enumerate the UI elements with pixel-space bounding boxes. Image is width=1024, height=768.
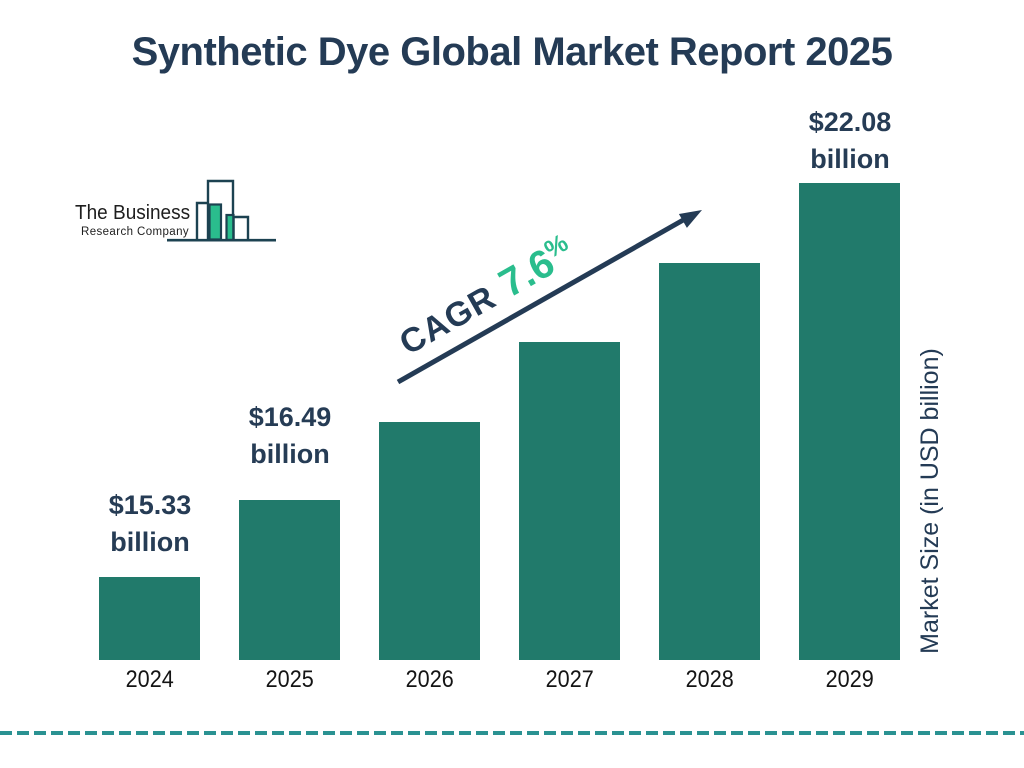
x-tick-2025: 2025: [265, 666, 314, 693]
x-tick-2027: 2027: [545, 666, 594, 693]
value-label-2025: $16.49 billion: [210, 399, 370, 473]
x-tick-2026: 2026: [405, 666, 454, 693]
bar-2026: [379, 422, 480, 660]
x-tick-2029: 2029: [825, 666, 874, 693]
bottom-dashed-divider: [0, 731, 1024, 735]
value-unit: billion: [250, 439, 330, 469]
bar-2029: [799, 183, 900, 660]
bar-skyline-icon: [167, 179, 276, 242]
value-unit: billion: [110, 527, 190, 557]
bar-2028: [659, 263, 760, 660]
y-axis-label: Market Size (in USD billion): [916, 348, 944, 654]
x-tick-2024: 2024: [125, 666, 174, 693]
value-label-2024: $15.33 billion: [70, 487, 230, 561]
bar-2024: [99, 577, 200, 660]
value-amount: $15.33: [108, 490, 192, 520]
bar-2025: [239, 500, 340, 660]
logo-text: The Business Research Company: [75, 202, 195, 238]
x-tick-2028: 2028: [685, 666, 734, 693]
value-amount: $22.08: [808, 107, 892, 137]
logo-company-name: The Business: [75, 202, 191, 224]
value-amount: $16.49: [248, 402, 332, 432]
company-logo: The Business Research Company: [75, 176, 290, 248]
value-unit: billion: [810, 144, 890, 174]
growth-arrow-icon: [396, 210, 702, 385]
bar-2027: [519, 342, 620, 660]
value-label-2029: $22.08 billion: [770, 104, 930, 178]
page-title: Synthetic Dye Global Market Report 2025: [131, 30, 893, 74]
logo-tagline: Research Company: [80, 226, 190, 238]
